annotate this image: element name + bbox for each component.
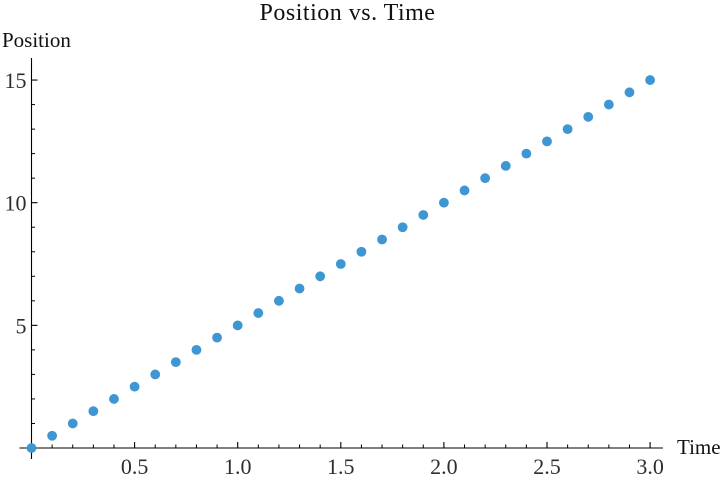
- y-tick-label: 10: [5, 191, 27, 216]
- data-point: [67, 418, 78, 429]
- data-point: [480, 173, 491, 184]
- data-point: [356, 246, 367, 257]
- data-point: [212, 332, 222, 343]
- data-point: [542, 136, 552, 147]
- data-point: [150, 369, 161, 380]
- data-point: [315, 271, 326, 282]
- data-point: [459, 185, 470, 196]
- y-axis-label: Position: [2, 28, 71, 52]
- data-point: [47, 430, 58, 441]
- x-tick-label: 2.0: [430, 454, 458, 479]
- x-tick-label: 1.5: [327, 454, 355, 479]
- data-point: [562, 124, 573, 135]
- data-point: [397, 222, 408, 233]
- data-point: [109, 394, 119, 404]
- chart-title: Position vs. Time: [259, 0, 436, 26]
- data-point: [26, 443, 37, 453]
- data-point: [253, 308, 264, 318]
- x-tick-label: 1.0: [224, 454, 252, 479]
- data-point: [521, 148, 532, 159]
- x-tick-label: 2.5: [533, 454, 561, 479]
- y-tick-label: 5: [16, 313, 27, 338]
- data-point: [191, 344, 202, 355]
- data-point: [624, 87, 635, 98]
- data-point: [294, 283, 305, 294]
- y-tick-label: 15: [5, 68, 27, 93]
- x-tick-label: 0.5: [121, 454, 149, 479]
- data-point: [583, 111, 594, 122]
- data-point: [645, 75, 655, 85]
- data-point: [88, 406, 99, 417]
- data-point: [603, 99, 614, 110]
- data-point: [418, 210, 429, 220]
- data-point: [170, 357, 181, 368]
- data-point: [439, 197, 449, 208]
- data-point: [500, 161, 511, 171]
- data-point: [335, 259, 346, 269]
- data-point: [377, 234, 387, 245]
- data-point: [129, 381, 140, 392]
- x-axis-label: Time: [677, 435, 720, 459]
- data-point: [274, 295, 284, 306]
- data-point: [232, 320, 243, 331]
- x-tick-label: 3.0: [636, 454, 664, 479]
